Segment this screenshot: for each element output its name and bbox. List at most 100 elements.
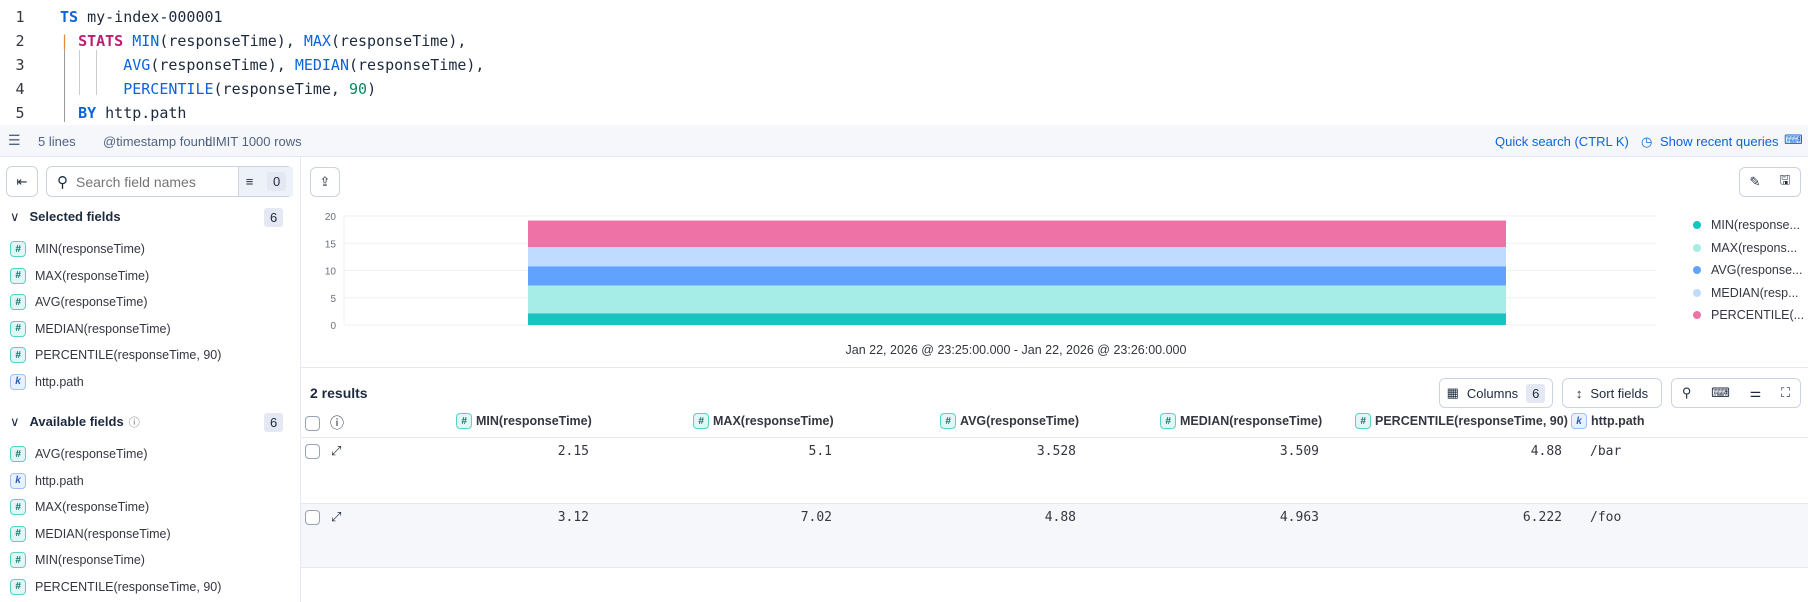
bar-segment[interactable] (528, 247, 1506, 267)
field-list-item[interactable]: k http.path (10, 471, 84, 491)
info-icon[interactable]: ⓘ (330, 415, 344, 431)
legend-swatch (1693, 266, 1701, 274)
column-header[interactable]: # MEDIAN(responseTime) (1160, 413, 1322, 429)
field-list-item[interactable]: # MAX(responseTime) (10, 266, 149, 286)
number-type-icon: # (940, 413, 956, 429)
code-token: PERCENTILE (123, 80, 214, 98)
selected-fields-title: Selected fields (29, 209, 121, 224)
keyword-type-icon: k (10, 472, 26, 489)
legend-item[interactable]: MIN(response... (1693, 218, 1800, 232)
number-type-icon: # (1355, 413, 1371, 429)
help-icon[interactable]: ⓘ (128, 417, 140, 429)
indent-guide (79, 50, 80, 95)
legend-swatch (1693, 243, 1701, 252)
query-editor[interactable]: 1 TS my-index-000001 2 | STATS MIN(response… (0, 0, 1808, 125)
search-icon[interactable]: ⚲ (1681, 385, 1692, 400)
number-type-icon: # (10, 241, 26, 257)
number-type-icon: # (456, 413, 472, 429)
column-header[interactable]: k http.path (1571, 413, 1644, 429)
toggle-chart-button[interactable]: ⇪ (310, 167, 340, 197)
search-icon: ⚲ (57, 173, 68, 191)
selected-fields-toggle[interactable]: ∨ Selected fields (10, 209, 121, 225)
code-content: BY http.path (60, 101, 186, 125)
legend-item[interactable]: MAX(respons... (1693, 241, 1797, 255)
row-checkbox[interactable] (305, 444, 320, 459)
search-field-input[interactable] (76, 173, 206, 190)
field-list-item[interactable]: # AVG(responseTime) (10, 444, 148, 464)
number-type-icon: # (10, 267, 26, 284)
indent-guide (96, 50, 97, 95)
field-name: MAX(responseTime) (35, 500, 150, 514)
field-search[interactable]: ⚲ ≡0 (46, 166, 293, 197)
table-cell: /foo (1590, 510, 1622, 525)
bar-segment[interactable] (528, 313, 1506, 325)
column-header[interactable]: # AVG(responseTime) (940, 413, 1079, 429)
field-list-item[interactable]: # MEDIAN(responseTime) (10, 524, 171, 544)
legend-label: MAX(respons... (1711, 240, 1798, 255)
column-header[interactable]: # PERCENTILE(responseTime, 90) (1355, 413, 1568, 429)
bar-segment[interactable] (528, 220, 1506, 248)
table-icon: ▦ (1446, 385, 1459, 400)
keyboard-icon[interactable]: ⌨ (1784, 132, 1803, 147)
save-visualization-icon[interactable]: 🖫 (1779, 172, 1791, 187)
field-name: MAX(responseTime) (35, 268, 150, 283)
code-token: TS (60, 8, 79, 26)
y-tick-label: 10 (325, 267, 337, 278)
field-list-item[interactable]: k http.path (10, 372, 84, 392)
bar-segment[interactable] (528, 266, 1506, 286)
columns-button[interactable]: ▦ Columns 6 (1439, 378, 1553, 408)
column-header-label: http.path (1591, 414, 1645, 428)
column-header[interactable]: # MAX(responseTime) (693, 413, 834, 429)
code-token: (responseTime), (349, 56, 485, 74)
code-token: (responseTime, (213, 80, 349, 98)
legend-item[interactable]: PERCENTILE(... (1693, 308, 1804, 322)
quick-search-link[interactable]: Quick search (CTRL K) (1495, 134, 1629, 149)
field-list-item[interactable]: # AVG(responseTime) (10, 292, 148, 312)
field-name: MEDIAN(responseTime) (35, 526, 171, 541)
field-filter-button[interactable]: ≡ 0 (238, 167, 293, 196)
legend-swatch (1693, 221, 1701, 229)
field-list-item[interactable]: # PERCENTILE(responseTime, 90) (10, 577, 221, 597)
display-settings-icon[interactable]: ⚌ (1749, 385, 1762, 400)
field-list-item[interactable]: # MAX(responseTime) (10, 497, 149, 517)
limit-status: LIMIT 1000 rows (205, 134, 302, 149)
show-recent-queries-link[interactable]: Show recent queries (1660, 134, 1779, 149)
editor-status-bar: ☰ 5 lines @timestamp found LIMIT 1000 ro… (0, 125, 1808, 157)
field-list-item[interactable]: # MIN(responseTime) (10, 239, 145, 259)
legend-item[interactable]: MEDIAN(resp... (1693, 286, 1799, 300)
field-list-item[interactable]: # PERCENTILE(responseTime, 90) (10, 345, 221, 365)
sort-label: Sort fields (1590, 385, 1649, 401)
select-all-checkbox[interactable] (305, 416, 320, 431)
fullscreen-icon[interactable]: ⛶ (1781, 385, 1791, 400)
table-cell: 3.528 (1036, 444, 1076, 459)
field-list-item[interactable]: # MEDIAN(responseTime) (10, 319, 171, 339)
table-cell: 2.15 (557, 444, 589, 459)
collapse-sidebar-button[interactable]: ⇤ (6, 166, 38, 197)
sort-fields-button[interactable]: ↕ Sort fields (1562, 378, 1662, 408)
bar-segment[interactable] (528, 285, 1506, 314)
keyword-type-icon: k (1571, 413, 1587, 429)
code-token (60, 104, 78, 122)
code-content: | STATS MIN(responseTime), MAX(responseT… (60, 29, 466, 53)
available-fields-count: 6 (264, 413, 284, 432)
keyboard-icon[interactable]: ⌨ (1711, 385, 1730, 400)
code-token (60, 80, 123, 98)
field-name: AVG(responseTime) (35, 295, 148, 309)
edit-visualization-icon[interactable]: ✎ (1749, 174, 1761, 189)
field-list-item[interactable]: # MIN(responseTime) (10, 550, 145, 570)
line-number: 5 (15, 104, 25, 122)
expand-row-icon[interactable]: ⤢ (331, 443, 342, 458)
keyword-type-icon: k (10, 373, 26, 390)
y-tick-label: 0 (330, 321, 336, 332)
code-token: AVG (123, 56, 151, 74)
row-checkbox[interactable] (305, 510, 320, 525)
legend-item[interactable]: AVG(response... (1693, 263, 1802, 277)
code-content: PERCENTILE(responseTime, 90) (60, 77, 376, 101)
number-type-icon: # (10, 499, 26, 515)
list-icon[interactable]: ☰ (8, 132, 21, 148)
column-header[interactable]: # MIN(responseTime) (456, 413, 592, 429)
legend-swatch (1693, 288, 1701, 297)
expand-row-icon[interactable]: ⤢ (331, 509, 342, 524)
available-fields-toggle[interactable]: ∨ Available fields ⓘ (10, 414, 140, 430)
row-highlight (301, 503, 1808, 568)
